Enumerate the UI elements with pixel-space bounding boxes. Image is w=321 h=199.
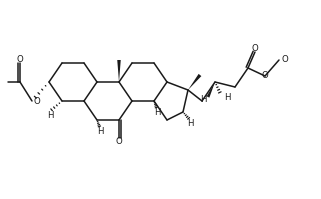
Polygon shape (188, 74, 201, 90)
Text: O: O (116, 137, 122, 146)
Text: O: O (262, 71, 268, 81)
Text: H: H (224, 93, 230, 101)
Text: O: O (17, 55, 23, 64)
Text: O: O (282, 56, 289, 64)
Polygon shape (117, 60, 121, 82)
Text: H: H (201, 95, 207, 103)
Text: O: O (252, 44, 258, 53)
Text: H: H (154, 108, 160, 117)
Text: H: H (47, 111, 53, 120)
Polygon shape (207, 82, 215, 98)
Text: H: H (187, 119, 193, 128)
Text: O: O (33, 97, 40, 105)
Text: H: H (97, 127, 103, 136)
